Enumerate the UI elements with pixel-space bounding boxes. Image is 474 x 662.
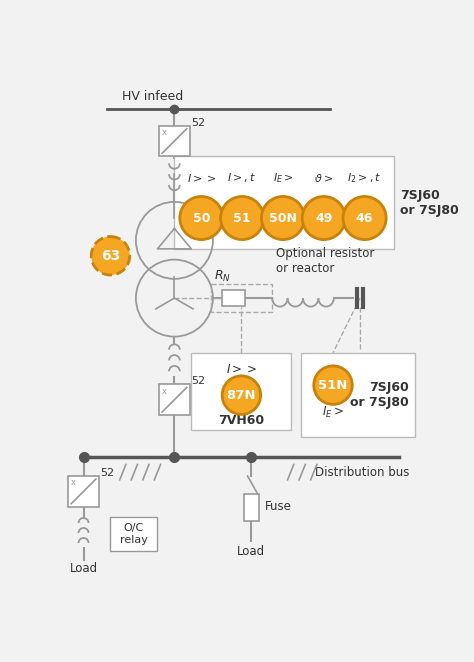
Circle shape xyxy=(180,197,223,240)
Text: 51: 51 xyxy=(233,212,251,224)
Text: Fuse: Fuse xyxy=(265,500,292,513)
Text: 63: 63 xyxy=(101,249,120,263)
Text: 7SJ60
or 7SJ80: 7SJ60 or 7SJ80 xyxy=(350,381,409,409)
FancyBboxPatch shape xyxy=(159,126,190,156)
FancyBboxPatch shape xyxy=(244,494,259,520)
Text: $I_E>$: $I_E>$ xyxy=(322,405,344,420)
Text: Load: Load xyxy=(70,562,98,575)
Text: O/C
relay: O/C relay xyxy=(119,523,147,545)
Ellipse shape xyxy=(91,236,130,275)
Text: $I_2>, t$: $I_2>, t$ xyxy=(347,171,382,185)
Text: 52: 52 xyxy=(191,377,205,387)
Circle shape xyxy=(220,197,264,240)
Text: $\vartheta>$: $\vartheta>$ xyxy=(314,172,333,184)
Text: $I_E>$: $I_E>$ xyxy=(273,171,293,185)
Text: 51N: 51N xyxy=(319,379,348,392)
Text: 50: 50 xyxy=(192,212,210,224)
Text: 50N: 50N xyxy=(269,212,297,224)
Circle shape xyxy=(302,197,346,240)
FancyBboxPatch shape xyxy=(110,517,157,551)
Circle shape xyxy=(222,376,261,414)
Text: x: x xyxy=(161,128,166,137)
FancyBboxPatch shape xyxy=(159,385,190,415)
Text: 87N: 87N xyxy=(227,389,256,402)
Text: 7VH60: 7VH60 xyxy=(219,414,264,427)
Text: 7SJ60
or 7SJ80: 7SJ60 or 7SJ80 xyxy=(400,189,459,216)
FancyBboxPatch shape xyxy=(191,353,292,430)
Text: HV infeed: HV infeed xyxy=(122,89,183,103)
Circle shape xyxy=(261,197,304,240)
Circle shape xyxy=(314,366,352,404)
Text: 52: 52 xyxy=(191,118,205,128)
Text: 52: 52 xyxy=(100,468,115,478)
Text: x: x xyxy=(71,479,75,487)
Text: Distribution bus: Distribution bus xyxy=(315,466,409,479)
Text: $I>, t$: $I>, t$ xyxy=(228,171,257,185)
Text: 46: 46 xyxy=(356,212,373,224)
Circle shape xyxy=(343,197,386,240)
FancyBboxPatch shape xyxy=(68,476,99,507)
FancyBboxPatch shape xyxy=(174,156,394,249)
Text: x: x xyxy=(161,387,166,396)
Text: $R_N$: $R_N$ xyxy=(214,269,231,284)
Text: 49: 49 xyxy=(315,212,332,224)
FancyBboxPatch shape xyxy=(222,291,245,306)
Text: Load: Load xyxy=(237,545,265,558)
Text: $I >>$: $I >>$ xyxy=(226,363,257,376)
Text: Optional resistor
or reactor: Optional resistor or reactor xyxy=(276,247,374,275)
FancyBboxPatch shape xyxy=(301,353,415,438)
Text: $I>>$: $I>>$ xyxy=(187,172,216,184)
